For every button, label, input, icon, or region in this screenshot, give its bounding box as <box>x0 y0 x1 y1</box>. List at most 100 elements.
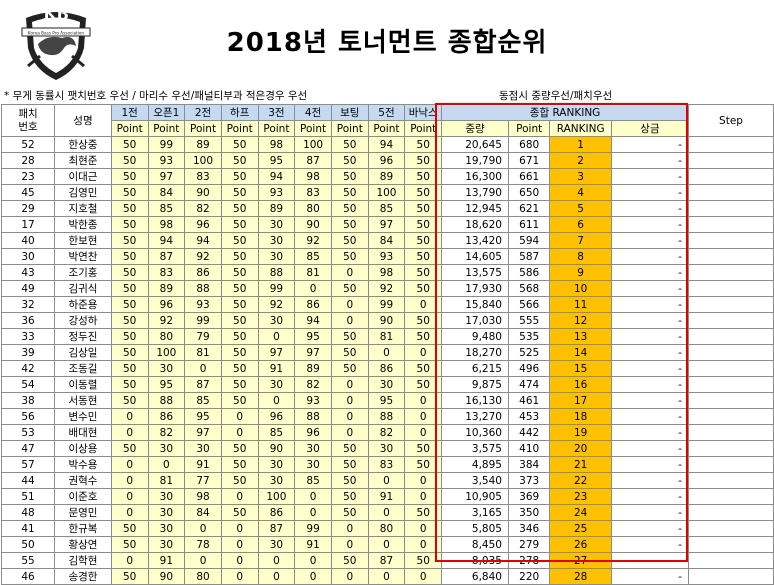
total-weight-cell: 13,270 <box>441 408 509 425</box>
event-point-cell: 50 <box>404 264 443 281</box>
event-point-cell: 50 <box>220 472 259 489</box>
event-point-cell: 30 <box>257 456 296 473</box>
event-point-cell: 0 <box>404 536 443 553</box>
event-point-cell: 50 <box>110 216 149 233</box>
table-row: 28 최현준 50 93 100 50 95 87 50 96 50 19,790 671 2- <box>0 152 774 169</box>
event-point-cell: 30 <box>257 376 296 393</box>
step-cell <box>687 504 774 521</box>
patch-number-cell: 43 <box>0 264 56 281</box>
total-weight-cell: 18,620 <box>441 216 509 233</box>
table-row: 41 한규복 50 30 0 0 87 99 0 80 0 5,805 346 25- <box>0 520 774 537</box>
event-point-cell: 30 <box>147 504 186 521</box>
event-point-cell: 89 <box>147 280 186 297</box>
angler-name-cell: 박연찬 <box>54 248 112 265</box>
table-row: 56 변수민 0 86 95 0 96 88 0 88 0 13,270 453 18- <box>0 408 774 425</box>
patch-number-cell: 48 <box>0 504 56 521</box>
event-point-cell: 99 <box>184 312 222 329</box>
event-point-cell: 0 <box>184 520 222 537</box>
total-weight-cell: 13,575 <box>441 264 509 281</box>
total-weight-cell: 6,840 <box>441 568 509 585</box>
event-point-cell: 100 <box>147 344 186 361</box>
event-point-cell: 0 <box>110 424 149 441</box>
patch-number-cell: 42 <box>0 360 56 377</box>
event-point-cell: 30 <box>367 376 406 393</box>
event-point-cell: 93 <box>257 184 296 201</box>
event-point-cell: 30 <box>257 216 296 233</box>
total-point-cell: 594 <box>507 232 551 249</box>
table-row: 36 강성하 50 92 99 50 30 94 0 90 50 17,030 555 12- <box>0 312 774 329</box>
event-point-cell: 90 <box>294 216 332 233</box>
total-point-cell: 661 <box>507 168 551 185</box>
angler-name-cell: 김귀식 <box>54 280 112 297</box>
event-point-cell: 50 <box>404 152 443 169</box>
table-row: 44 권혁수 0 81 77 50 30 85 50 0 0 3,540 373 22- <box>0 472 774 489</box>
event-point-cell: 93 <box>147 152 186 169</box>
angler-name-cell: 지호철 <box>54 200 112 217</box>
patch-number-cell: 32 <box>0 296 56 313</box>
total-point-cell: 671 <box>507 152 551 169</box>
event-point-cell: 0 <box>404 424 443 441</box>
prize-cell: - <box>610 296 689 313</box>
event-point-cell: 30 <box>257 248 296 265</box>
table-row: 52 한상중 50 99 89 50 98 100 50 94 50 20,645 680 1- <box>0 136 774 153</box>
event-point-cell: 100 <box>257 488 296 505</box>
kb-logo: KB Korea Bass Pro Association <box>21 5 91 80</box>
header-event: 1전 <box>110 104 149 121</box>
total-weight-cell: 5,805 <box>441 520 509 537</box>
event-point-cell: 0 <box>330 264 369 281</box>
event-point-cell: 89 <box>184 136 222 153</box>
event-point-cell: 50 <box>110 392 149 409</box>
total-point-cell: 373 <box>507 472 551 489</box>
step-cell <box>687 376 774 393</box>
event-point-cell: 30 <box>294 456 332 473</box>
event-point-cell: 50 <box>110 376 149 393</box>
event-point-cell: 0 <box>330 568 369 585</box>
total-weight-cell: 16,300 <box>441 168 509 185</box>
event-point-cell: 100 <box>294 136 332 153</box>
ranking-cell: 12 <box>549 312 612 329</box>
event-point-cell: 84 <box>147 184 186 201</box>
ranking-cell: 6 <box>549 216 612 233</box>
angler-name-cell: 이동렬 <box>54 376 112 393</box>
event-point-cell: 0 <box>257 328 296 345</box>
total-weight-cell: 16,130 <box>441 392 509 409</box>
total-point-cell: 410 <box>507 440 551 457</box>
angler-name-cell: 문영민 <box>54 504 112 521</box>
patch-number-cell: 52 <box>0 136 56 153</box>
event-point-cell: 85 <box>294 248 332 265</box>
event-point-cell: 50 <box>110 200 149 217</box>
table-row: 33 정두진 50 80 79 50 0 95 50 81 50 9,480 535 13- <box>0 328 774 345</box>
ranking-cell: 25 <box>549 520 612 537</box>
prize-cell: - <box>610 456 689 473</box>
patch-number-cell: 46 <box>0 568 56 585</box>
event-point-cell: 80 <box>367 520 406 537</box>
event-point-cell: 81 <box>184 344 222 361</box>
event-point-cell: 91 <box>294 536 332 553</box>
table-row: 30 박연찬 50 87 92 50 30 85 50 93 50 14,605 587 8- <box>0 248 774 265</box>
table-row: 43 조기홍 50 83 86 50 88 81 0 98 50 13,575 586 9- <box>0 264 774 281</box>
header-event: 오픈1 <box>147 104 186 121</box>
event-point-cell: 30 <box>147 520 186 537</box>
ranking-cell: 5 <box>549 200 612 217</box>
event-point-cell: 93 <box>367 248 406 265</box>
total-weight-cell: 8,035 <box>441 552 509 569</box>
event-point-cell: 50 <box>220 184 259 201</box>
event-point-cell: 99 <box>147 136 186 153</box>
event-point-cell: 30 <box>257 312 296 329</box>
tie-rule-note: * 무게 동률시 팻치번호 우선 / 마리수 우선/패널티부과 적은경우 우선 <box>4 90 308 102</box>
angler-name-cell: 이대근 <box>54 168 112 185</box>
prize-cell: - <box>610 376 689 393</box>
ranking-cell: 3 <box>549 168 612 185</box>
event-point-cell: 92 <box>147 312 186 329</box>
prize-cell: - <box>610 536 689 553</box>
event-point-cell: 30 <box>257 232 296 249</box>
table-row: 45 김영민 50 84 90 50 93 83 50 100 50 13,790 650 4- <box>0 184 774 201</box>
event-point-cell: 96 <box>367 152 406 169</box>
event-point-cell: 0 <box>294 568 332 585</box>
ranking-cell: 28 <box>549 568 612 585</box>
step-cell <box>687 152 774 169</box>
step-cell <box>687 440 774 457</box>
event-point-cell: 50 <box>110 184 149 201</box>
ranking-cell: 13 <box>549 328 612 345</box>
prize-cell: - <box>610 424 689 441</box>
